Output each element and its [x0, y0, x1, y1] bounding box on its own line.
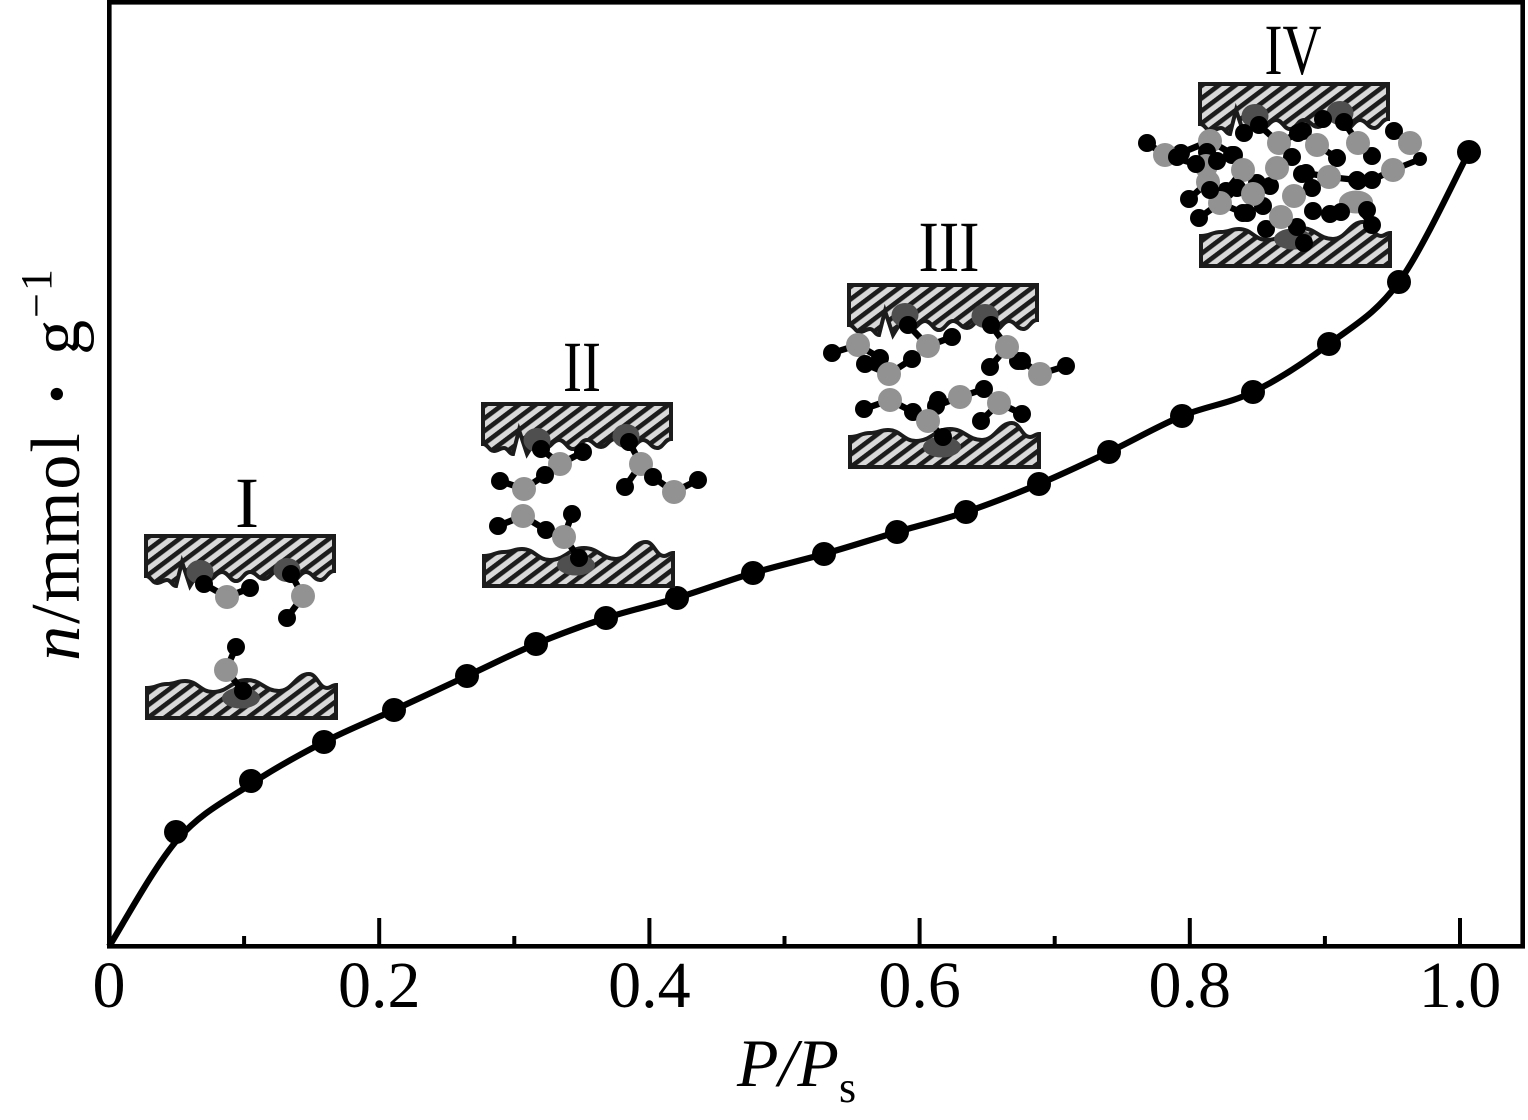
svg-text:0.2: 0.2 — [338, 949, 421, 1022]
svg-text:0.4: 0.4 — [608, 949, 691, 1022]
svg-text:P/Ps: P/Ps — [736, 1025, 856, 1112]
svg-text:II: II — [563, 327, 601, 407]
svg-text:0.8: 0.8 — [1149, 949, 1232, 1022]
svg-text:III: III — [919, 207, 980, 287]
svg-text:0.6: 0.6 — [878, 949, 961, 1022]
svg-text:0: 0 — [93, 949, 126, 1022]
svg-text:1.0: 1.0 — [1419, 949, 1502, 1022]
svg-text:IV: IV — [1265, 10, 1322, 90]
svg-text:I: I — [235, 463, 259, 543]
svg-text:n/mmol • g−1: n/mmol • g−1 — [12, 267, 95, 661]
